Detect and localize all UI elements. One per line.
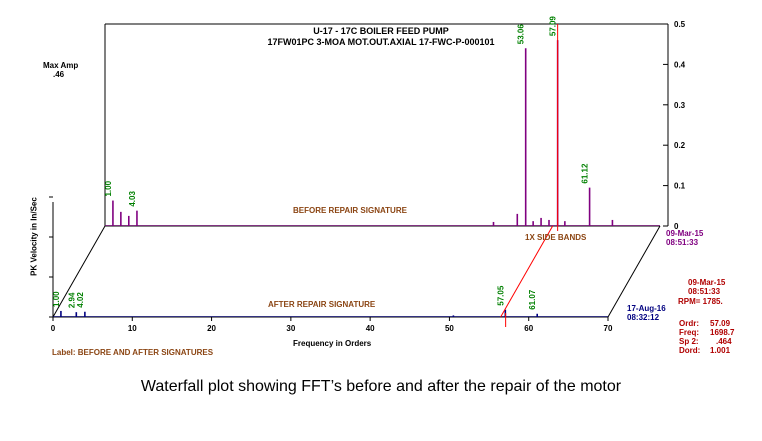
readout-time: 08:51:33 xyxy=(688,287,721,296)
series-label-before: BEFORE REPAIR SIGNATURE xyxy=(293,206,407,215)
readout-rpm: RPM= 1785. xyxy=(678,297,723,306)
before-date: 09-Mar-15 xyxy=(666,229,704,238)
x-tick-label: 10 xyxy=(128,324,137,333)
peak-label: 57.09 xyxy=(549,16,558,37)
readout-ordr-value: 57.09 xyxy=(710,319,731,328)
peak-label: 4.02 xyxy=(76,292,85,308)
chart-label: Label: BEFORE AND AFTER SIGNATURES xyxy=(52,348,214,357)
peak-label: 2.94 xyxy=(67,292,76,308)
readout-sp2-label: Sp 2: xyxy=(679,337,699,346)
peak-label: 57.05 xyxy=(496,285,505,306)
y-tick-label: 0.3 xyxy=(674,101,686,110)
depth-axis-left xyxy=(52,225,106,318)
peak-label: 4.03 xyxy=(128,191,137,207)
readout-sp2-value: .464 xyxy=(716,337,732,346)
peak-label: 1.00 xyxy=(52,291,61,307)
readout-date: 09-Mar-15 xyxy=(688,278,726,287)
readout-ordr-label: Ordr: xyxy=(679,319,699,328)
x-tick-label: 40 xyxy=(366,324,375,333)
after-time: 08:32:12 xyxy=(627,313,660,322)
x-axis-label: Frequency in Orders xyxy=(293,339,372,348)
before-time: 08:51:33 xyxy=(666,238,699,247)
max-amp-value: .46 xyxy=(53,70,65,79)
x-tick-label: 0 xyxy=(51,324,56,333)
y-tick-label: 0.5 xyxy=(674,20,686,29)
readout-freq-value: 1698.7 xyxy=(710,328,735,337)
readout-freq-label: Freq: xyxy=(679,328,699,337)
series-label-after: AFTER REPAIR SIGNATURE xyxy=(268,300,376,309)
x-tick-label: 60 xyxy=(524,324,533,333)
sidebands-annotation: 1X SIDE BANDS xyxy=(525,233,587,242)
cursor-depth-line xyxy=(500,225,554,318)
x-tick-label: 20 xyxy=(207,324,216,333)
chart-subtitle: 17FW01PC 3-MOA MOT.OUT.AXIAL 17-FWC-P-00… xyxy=(267,37,495,47)
y-axis-label: PK Velocity in In/Sec xyxy=(29,197,39,276)
y-tick-label: 0.4 xyxy=(674,60,686,69)
y-tick-label: 0.1 xyxy=(674,182,686,191)
after-date: 17-Aug-16 xyxy=(627,304,666,313)
max-amp-label: Max Amp xyxy=(43,61,79,70)
peak-label: 61.07 xyxy=(528,289,537,310)
y-tick-label: 0 xyxy=(674,222,679,231)
depth-axis-right xyxy=(607,225,661,318)
chart-title: U-17 - 17C BOILER FEED PUMP xyxy=(313,26,449,36)
peak-label: 61.12 xyxy=(581,163,590,184)
x-tick-label: 50 xyxy=(445,324,454,333)
x-tick-label: 30 xyxy=(286,324,295,333)
figure-caption: Waterfall plot showing FFT’s before and … xyxy=(140,378,622,395)
readout-dord-value: 1.001 xyxy=(710,346,731,355)
x-tick-label: 70 xyxy=(604,324,613,333)
readout-dord-label: Dord: xyxy=(679,346,701,355)
peak-label: 1.00 xyxy=(104,180,113,196)
y-tick-label: 0.2 xyxy=(674,141,686,150)
peak-label: 53.06 xyxy=(517,24,526,45)
